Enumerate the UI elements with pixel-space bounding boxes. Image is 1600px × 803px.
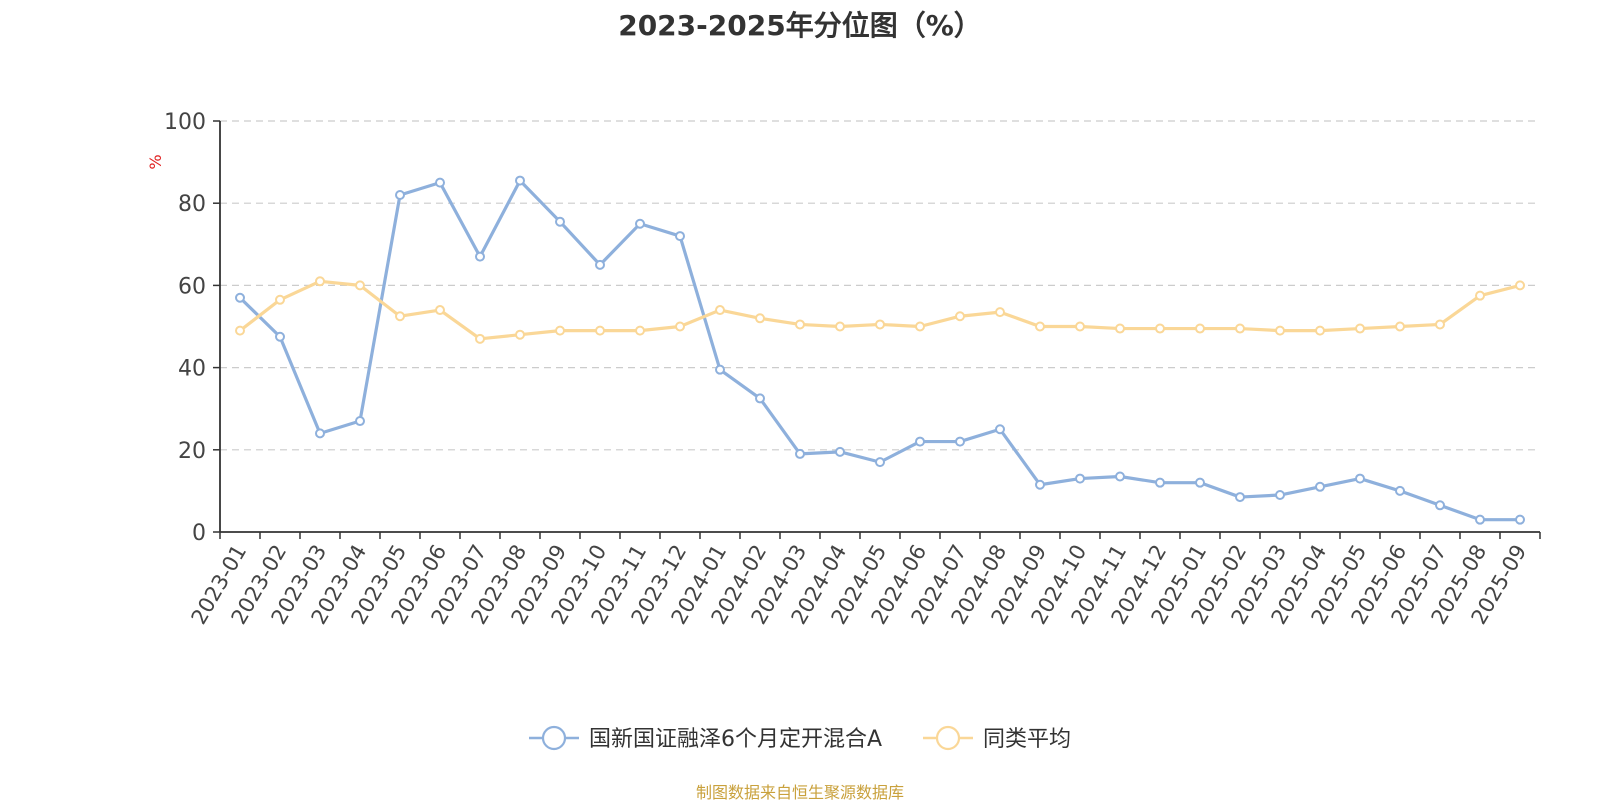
data-point[interactable] [755, 313, 765, 324]
data-point[interactable] [715, 364, 725, 375]
data-point[interactable] [995, 424, 1005, 435]
legend-label: 国新国证融泽6个月定开混合A [589, 727, 882, 752]
axes: 020406080100%2023-012023-022023-032023-0… [146, 110, 1541, 628]
data-point[interactable] [395, 189, 405, 200]
y-tick-label: 20 [178, 439, 206, 464]
data-point[interactable] [1155, 323, 1165, 334]
data-point[interactable] [955, 311, 965, 322]
data-point[interactable] [1355, 473, 1365, 484]
data-point[interactable] [715, 305, 725, 316]
data-point[interactable] [995, 307, 1005, 318]
data-point[interactable] [875, 457, 885, 468]
data-point[interactable] [1435, 500, 1445, 511]
legend[interactable]: 国新国证融泽6个月定开混合A 同类平均 [529, 725, 1071, 752]
y-tick-label: 80 [178, 192, 206, 217]
data-point[interactable] [555, 325, 565, 336]
series-1 [235, 175, 1525, 525]
data-point[interactable] [915, 321, 925, 332]
y-tick-label: 40 [178, 357, 206, 382]
data-point[interactable] [795, 319, 805, 330]
data-point[interactable] [1315, 325, 1325, 336]
series-lines [235, 175, 1525, 525]
data-point[interactable] [475, 251, 485, 262]
data-point[interactable] [915, 436, 925, 447]
data-point[interactable] [435, 305, 445, 316]
data-point[interactable] [795, 448, 805, 459]
data-point[interactable] [1235, 323, 1245, 334]
legend-marker [935, 725, 961, 751]
y-tick-label: 60 [178, 274, 206, 299]
data-point[interactable] [595, 325, 605, 336]
data-point[interactable] [395, 311, 405, 322]
data-point[interactable] [755, 393, 765, 404]
data-point[interactable] [635, 325, 645, 336]
data-point[interactable] [275, 294, 285, 305]
data-point[interactable] [675, 321, 685, 332]
data-point[interactable] [1075, 321, 1085, 332]
data-point[interactable] [1475, 290, 1485, 301]
series-line [239, 279, 1521, 341]
data-point[interactable] [315, 428, 325, 439]
data-point[interactable] [1435, 319, 1445, 330]
grid-lines [220, 120, 1540, 451]
data-point[interactable] [875, 319, 885, 330]
data-point[interactable] [1355, 323, 1365, 334]
chart-title: 2023-2025年分位图（%） [618, 9, 982, 42]
data-point[interactable] [835, 446, 845, 457]
data-point[interactable] [1395, 485, 1405, 496]
data-point[interactable] [1515, 514, 1525, 525]
data-point[interactable] [1115, 323, 1125, 334]
data-point[interactable] [235, 292, 245, 303]
data-point[interactable] [1035, 479, 1045, 490]
data-point[interactable] [515, 329, 525, 340]
data-point[interactable] [475, 333, 485, 344]
data-point[interactable] [1195, 323, 1205, 334]
y-tick-label: 0 [192, 521, 206, 546]
data-point[interactable] [1515, 280, 1525, 291]
data-point[interactable] [1155, 477, 1165, 488]
data-point[interactable] [555, 216, 565, 227]
data-point[interactable] [675, 231, 685, 242]
series-line [238, 178, 1520, 522]
y-axis-label: % [146, 154, 165, 169]
data-point[interactable] [515, 175, 525, 186]
data-point[interactable] [635, 218, 645, 229]
data-point[interactable] [835, 321, 845, 332]
data-point[interactable] [1275, 325, 1285, 336]
data-point[interactable] [235, 325, 245, 336]
data-point[interactable] [1315, 481, 1325, 492]
data-point[interactable] [1035, 321, 1045, 332]
data-point[interactable] [355, 280, 365, 291]
data-point[interactable] [1475, 514, 1485, 525]
series-2 [235, 276, 1525, 344]
data-point[interactable] [355, 416, 365, 427]
data-point[interactable] [1195, 477, 1205, 488]
data-point[interactable] [435, 177, 445, 188]
data-point[interactable] [1395, 321, 1405, 332]
data-point[interactable] [275, 331, 285, 342]
data-point[interactable] [1235, 492, 1245, 503]
legend-marker [541, 725, 567, 751]
y-tick-label: 100 [164, 110, 206, 135]
legend-item-1[interactable]: 国新国证融泽6个月定开混合A [529, 725, 882, 752]
legend-label: 同类平均 [983, 727, 1071, 752]
legend-item-2[interactable]: 同类平均 [923, 725, 1071, 752]
data-point[interactable] [1275, 490, 1285, 501]
data-point[interactable] [595, 259, 605, 270]
data-point[interactable] [1115, 471, 1125, 482]
data-point[interactable] [955, 436, 965, 447]
data-point[interactable] [315, 276, 325, 287]
data-source-note: 制图数据来自恒生聚源数据库 [695, 783, 904, 802]
data-point[interactable] [1075, 473, 1085, 484]
